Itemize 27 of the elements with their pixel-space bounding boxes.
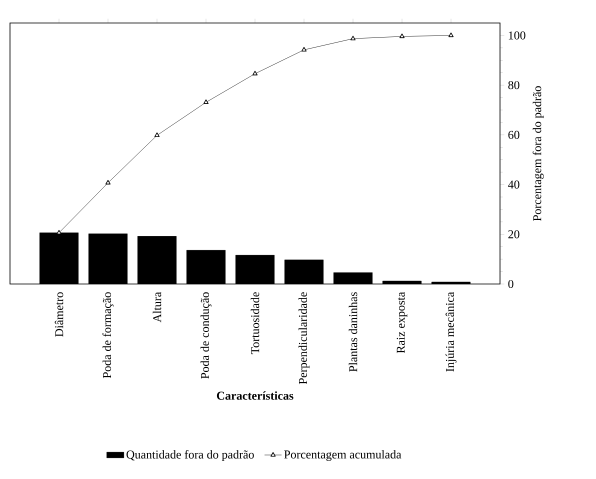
point <box>252 70 258 76</box>
x-tick-label: Perpendicularidade <box>298 292 310 384</box>
y2-tick-label: 0 <box>508 280 514 288</box>
point <box>105 180 111 184</box>
x-tick-label: Injúria mecânica <box>446 292 456 372</box>
point <box>154 132 160 138</box>
y2-axis-title: Porcentagem fora do padrão <box>532 86 544 221</box>
point <box>203 99 209 104</box>
y2-tick-label: 40 <box>508 180 520 189</box>
y2-tick-label: 20 <box>508 230 520 238</box>
point <box>448 32 454 38</box>
y2-tick-label: 60 <box>508 130 520 139</box>
x-tick-label: Diâmetro <box>54 292 64 337</box>
point <box>301 46 307 52</box>
x-tick-label: Tortuosidade <box>250 292 260 354</box>
x-tick-label: Plantas daninhas <box>348 292 358 372</box>
point <box>350 36 356 40</box>
x-tick-label: Raiz exposta <box>396 292 408 354</box>
x-axis-title: Características <box>216 391 294 400</box>
x-tick-label: Altura <box>152 292 162 322</box>
x-tick-label: Poda de formação <box>102 292 114 378</box>
x-tick-label: Poda de condução <box>200 292 212 379</box>
point <box>399 34 405 38</box>
legend-label: Quantidade fora do padrão <box>126 450 254 462</box>
y2-tick-label: 100 <box>508 31 526 40</box>
y2-tick-label: 80 <box>508 81 520 90</box>
legend-label: Porcentagem acumulada <box>284 450 402 461</box>
